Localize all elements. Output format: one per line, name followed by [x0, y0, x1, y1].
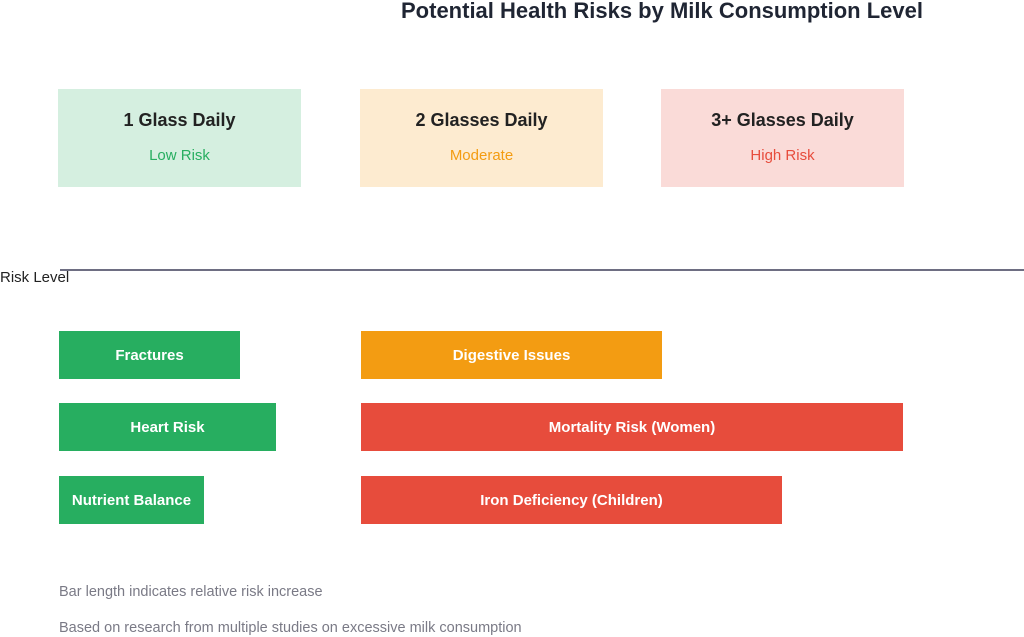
level-card-risk: High Risk — [750, 147, 815, 164]
level-card-2-glasses: 2 Glasses Daily Moderate — [360, 89, 603, 187]
level-card-risk: Low Risk — [149, 147, 210, 164]
bar-mortality-risk-women: Mortality Risk (Women) — [361, 403, 903, 451]
level-card-risk: Moderate — [449, 147, 514, 164]
level-card-3-glasses: 3+ Glasses Daily High Risk — [661, 89, 904, 187]
level-card-title: 3+ Glasses Daily — [711, 110, 854, 130]
chart-title: Potential Health Risks by Milk Consumpti… — [401, 0, 923, 23]
note-bar-length: Bar length indicates relative risk incre… — [59, 584, 323, 600]
level-card-title: 2 Glasses Daily — [415, 110, 548, 130]
bar-fractures: Fractures — [59, 331, 240, 379]
level-card-title: 1 Glass Daily — [123, 110, 236, 130]
bar-heart-risk: Heart Risk — [59, 403, 276, 451]
bar-digestive-issues: Digestive Issues — [361, 331, 662, 379]
axis-label: Risk Level — [0, 269, 70, 286]
axis-line — [60, 269, 1024, 271]
bar-iron-deficiency-children: Iron Deficiency (Children) — [361, 476, 782, 524]
level-card-1-glass: 1 Glass Daily Low Risk — [58, 89, 301, 187]
bar-nutrient-balance: Nutrient Balance — [59, 476, 204, 524]
note-source: Based on research from multiple studies … — [59, 620, 522, 636]
